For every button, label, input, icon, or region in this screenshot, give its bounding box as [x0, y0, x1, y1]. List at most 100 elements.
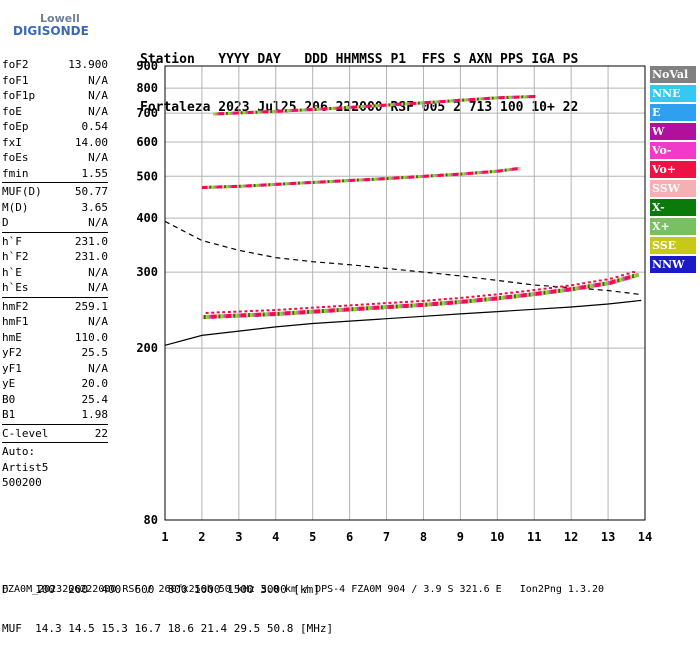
echo-trace-mark [294, 310, 298, 315]
echo-trace-mark [353, 178, 357, 182]
echo-trace-mark [591, 283, 595, 288]
echo-trace-mark [222, 185, 226, 189]
echo-trace-mark [246, 184, 250, 188]
echo-trace-mark [462, 172, 466, 176]
param-row: foEs N/A [2, 150, 108, 166]
param-row: hmE 110.0 [2, 330, 108, 346]
echo-trace-mark [429, 302, 432, 307]
echo-trace-mark [515, 291, 519, 294]
echo-trace-mark [488, 297, 492, 302]
param-label: fxI [2, 135, 22, 149]
echo-trace-mark [384, 305, 388, 310]
param-note: 500200 [2, 476, 42, 489]
param-value: 231.0 [74, 234, 108, 248]
echo-trace-mark [417, 175, 421, 179]
echo-trace-mark [405, 303, 408, 308]
polarization-legend: NoVal NNE E W Vo- Vo+ SSW X- X+ SSE NNW [650, 66, 696, 275]
echo-trace-mark [465, 299, 469, 304]
echo-trace-mark [408, 303, 412, 308]
param-value: N/A [88, 281, 108, 294]
echo-trace-mark [286, 109, 290, 113]
echo-trace-mark [451, 300, 455, 305]
echo-trace-mark [504, 168, 508, 172]
echo-trace-mark [541, 290, 545, 295]
echo-trace-mark [382, 302, 386, 305]
echo-trace-mark [510, 294, 514, 299]
echo-trace-mark [334, 106, 338, 110]
echo-trace-mark [462, 98, 466, 102]
echo-trace-mark [410, 102, 414, 105]
echo-trace-mark [473, 97, 477, 101]
x-tick-label: 4 [272, 530, 279, 544]
echo-trace-mark [436, 301, 440, 306]
x-tick-label: 2 [198, 530, 205, 544]
echo-trace-mark [574, 286, 578, 291]
echo-trace-mark [432, 174, 436, 178]
echo-trace-mark [621, 277, 624, 282]
echo-trace-mark [368, 104, 372, 108]
echo-trace-mark [443, 301, 447, 306]
echo-trace-mark [244, 313, 248, 318]
echo-trace-mark [519, 293, 523, 298]
x-tick-label: 12 [564, 530, 578, 544]
echo-trace-mark [246, 111, 250, 115]
param-row: h`E N/A [2, 265, 108, 281]
echo-trace-mark [469, 171, 473, 175]
echo-trace-mark [334, 179, 338, 183]
param-label: foF1 [2, 73, 29, 87]
echo-trace-mark [425, 174, 429, 178]
param-value: N/A [88, 265, 108, 279]
echo-trace-mark [393, 103, 397, 107]
echo-trace-mark [249, 184, 253, 188]
echo-trace-mark [214, 314, 218, 319]
echo-trace-mark [362, 178, 366, 182]
echo-trace-mark [510, 95, 514, 99]
echo-trace-mark [443, 298, 447, 301]
echo-trace-mark [482, 294, 486, 297]
echo-trace-mark [231, 185, 235, 188]
echo-trace-mark [364, 306, 368, 311]
profile-dashed-line [164, 220, 642, 296]
echo-trace-mark [445, 99, 449, 103]
echo-trace-mark [393, 176, 397, 180]
echo-trace-mark [427, 101, 431, 104]
legend-item: NoVal [650, 66, 696, 83]
echo-trace-mark [416, 101, 420, 105]
echo-trace-mark [316, 306, 320, 309]
echo-trace-mark [246, 313, 250, 318]
echo-trace-mark [447, 300, 451, 305]
echo-trace-mark [504, 295, 508, 300]
echo-trace-mark [309, 108, 312, 112]
echo-trace-mark [292, 108, 296, 112]
param-row: h`Es N/A [2, 280, 108, 296]
echo-trace-mark [416, 175, 420, 179]
echo-trace-mark [525, 293, 528, 297]
echo-trace-mark [377, 305, 381, 310]
echo-trace-mark [478, 298, 482, 302]
echo-trace-mark [589, 284, 593, 288]
echo-trace-mark [257, 183, 261, 187]
echo-trace-mark [235, 184, 239, 188]
param-label: hmF2 [2, 299, 29, 313]
echo-trace-mark [598, 282, 602, 287]
echo-trace-mark [405, 102, 408, 106]
echo-trace-mark [333, 106, 336, 110]
echo-trace-mark [502, 168, 506, 172]
echo-trace-mark [205, 314, 209, 319]
echo-trace-mark [248, 313, 252, 318]
echo-trace-mark [358, 105, 362, 109]
echo-trace-mark [414, 303, 418, 308]
echo-trace-mark [543, 287, 547, 290]
chart-marks [164, 95, 642, 346]
echo-trace-mark [251, 184, 255, 188]
echo-trace-mark [613, 279, 617, 284]
echo-trace-mark [244, 111, 248, 115]
echo-trace-mark [281, 311, 285, 316]
echo-trace-mark [403, 176, 407, 179]
chart-grid [164, 65, 646, 521]
echo-trace-mark [281, 109, 285, 113]
echo-trace-mark [497, 169, 501, 173]
param-label: foEs [2, 151, 29, 164]
echo-trace-mark [508, 95, 512, 99]
echo-trace-mark [382, 305, 386, 310]
